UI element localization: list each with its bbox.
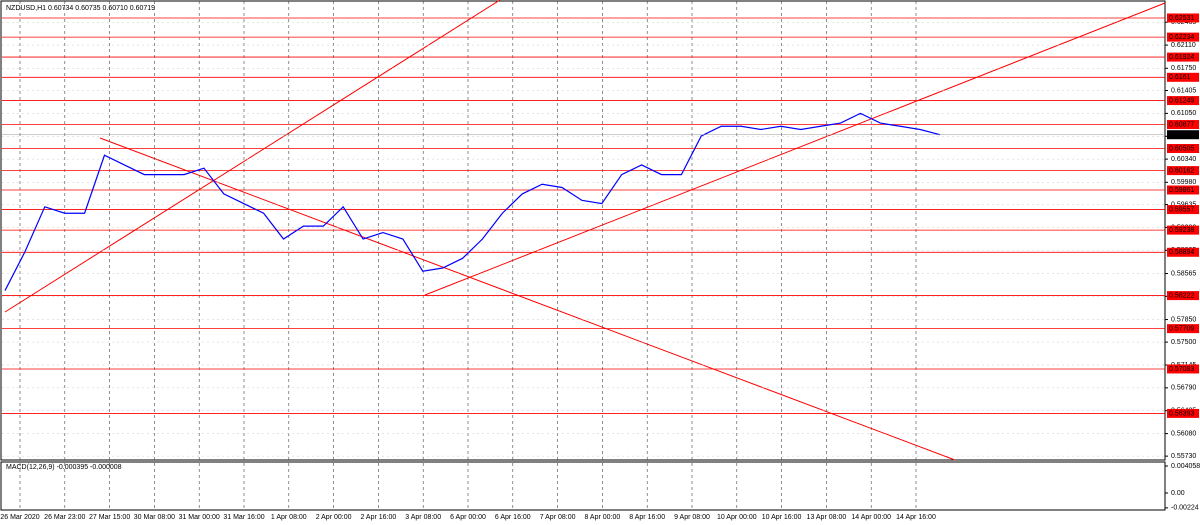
- x-tick-label: 6 Apr 16:00: [495, 514, 531, 521]
- y-tick-label: 0.55730: [1171, 453, 1196, 460]
- x-tick-label: 2 Apr 16:00: [360, 514, 396, 521]
- trend-line: [424, 2, 1166, 296]
- y-tick-label: 0.58565: [1171, 270, 1196, 277]
- x-tick-label: 31 Mar 00:00: [179, 514, 220, 521]
- level-label-bg: [1167, 166, 1199, 176]
- trend-line: [99, 137, 956, 461]
- level-label-bg: [1167, 144, 1199, 154]
- level-label: 0.6161: [1169, 74, 1191, 81]
- y-tick-label: 0.61050: [1171, 110, 1196, 117]
- level-label: 0.60877: [1169, 121, 1194, 128]
- level-label-bg: [1167, 324, 1199, 334]
- level-label-bg: [1167, 205, 1199, 215]
- current-price-label: 0.60719: [1169, 132, 1194, 139]
- macd-y-tick-label: -0.00224: [1171, 505, 1199, 512]
- y-tick-label: 0.56790: [1171, 385, 1196, 392]
- price-line: [4, 112, 941, 291]
- x-tick-label: 26 Mar 2020: [0, 514, 39, 521]
- level-label: 0.57709: [1169, 325, 1194, 332]
- x-tick-label: 13 Apr 08:00: [807, 514, 847, 521]
- y-tick-label: 0.62465: [1171, 19, 1196, 26]
- y-tick-label: 0.57500: [1171, 339, 1196, 346]
- level-label: 0.61249: [1169, 97, 1194, 104]
- x-tick-label: 7 Apr 08:00: [540, 514, 576, 521]
- level-label-bg: [1167, 225, 1199, 235]
- x-tick-label: 31 Mar 16:00: [223, 514, 264, 521]
- x-tick-label: 6 Apr 00:00: [450, 514, 486, 521]
- macd-title: MACD(12,26,9) -0.000395 -0.000008: [6, 464, 122, 471]
- chart-title: NZDUSD,H1 0.60734 0.60735 0.60710 0.6071…: [6, 5, 155, 12]
- level-label: 0.60505: [1169, 145, 1194, 152]
- level-label-bg: [1167, 364, 1199, 374]
- y-tick-label: 0.56080: [1171, 430, 1196, 437]
- level-label: 0.59861: [1169, 187, 1194, 194]
- x-tick-label: 14 Apr 00:00: [851, 514, 891, 521]
- x-tick-label: 26 Mar 23:00: [44, 514, 85, 521]
- level-label: 0.56393: [1169, 410, 1194, 417]
- x-tick-label: 9 Apr 08:00: [674, 514, 710, 521]
- level-label-bg: [1167, 247, 1199, 257]
- level-label: 0.62234: [1169, 34, 1194, 41]
- level-label: 0.61924: [1169, 54, 1194, 61]
- level-label-bg: [1167, 96, 1199, 106]
- y-tick-label: 0.62110: [1171, 42, 1196, 49]
- level-label: 0.62531: [1169, 15, 1194, 22]
- level-label-bg: [1167, 52, 1199, 62]
- level-label-bg: [1167, 32, 1199, 42]
- x-tick-label: 2 Apr 00:00: [316, 514, 352, 521]
- x-tick-label: 10 Apr 16:00: [762, 514, 802, 521]
- x-tick-label: 8 Apr 00:00: [584, 514, 620, 521]
- x-tick-label: 30 Mar 08:00: [134, 514, 175, 521]
- level-label: 0.59238: [1169, 227, 1194, 234]
- level-label: 0.58894: [1169, 249, 1194, 256]
- current-price-bg: [1167, 130, 1199, 140]
- x-tick-label: 8 Apr 16:00: [629, 514, 665, 521]
- level-label: 0.57083: [1169, 366, 1194, 373]
- x-tick-label: 10 Apr 00:00: [717, 514, 757, 521]
- level-label-bg: [1167, 13, 1199, 23]
- level-label-bg: [1167, 185, 1199, 195]
- y-tick-label: 0.59635: [1171, 201, 1196, 208]
- level-label-bg: [1167, 291, 1199, 301]
- level-label: 0.58222: [1169, 292, 1194, 299]
- level-label-bg: [1167, 120, 1199, 130]
- macd-y-tick-label: 0.00: [1171, 490, 1185, 497]
- y-tick-label: 0.57850: [1171, 316, 1196, 323]
- level-label: 0.59557: [1169, 206, 1194, 213]
- x-tick-label: 1 Apr 08:00: [271, 514, 307, 521]
- y-tick-label: 0.61405: [1171, 87, 1196, 94]
- y-tick-label: 0.61750: [1171, 65, 1196, 72]
- x-tick-label: 27 Mar 15:00: [89, 514, 130, 521]
- macd-y-tick-label: 0.004058: [1171, 463, 1200, 470]
- trend-line: [4, 0, 501, 313]
- y-tick-label: 0.60340: [1171, 156, 1196, 163]
- y-tick-label: 0.59980: [1171, 179, 1196, 186]
- level-label-bg: [1167, 72, 1199, 82]
- level-label-bg: [1167, 408, 1199, 418]
- level-label: 0.60162: [1169, 167, 1194, 174]
- macd-frame: [0, 461, 1166, 511]
- x-tick-label: 14 Apr 16:00: [896, 514, 936, 521]
- x-tick-label: 3 Apr 08:00: [405, 514, 441, 521]
